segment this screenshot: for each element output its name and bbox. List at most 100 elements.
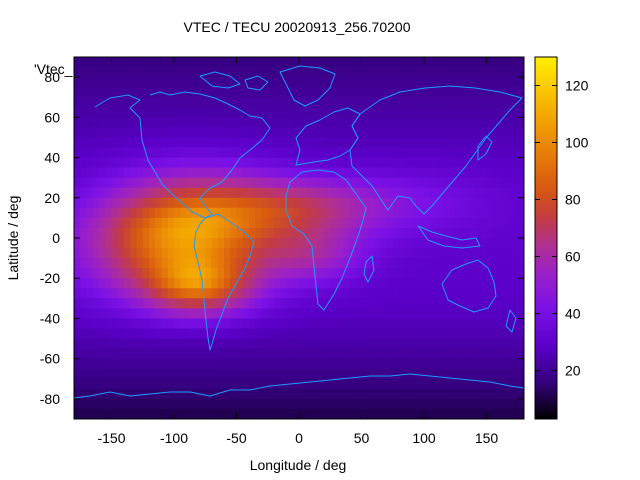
- heatmap-cell: [511, 117, 519, 128]
- heatmap-cell: [199, 207, 206, 219]
- heatmap-cell: [230, 268, 238, 279]
- heatmap-cell: [211, 77, 219, 88]
- heatmap-cell: [249, 398, 256, 410]
- heatmap-cell: [105, 318, 113, 330]
- heatmap-cell: [205, 137, 213, 149]
- heatmap-cell: [261, 77, 269, 88]
- colorbar-tick-label: 60: [565, 249, 581, 265]
- heatmap-cell: [361, 167, 369, 179]
- heatmap-cell: [74, 227, 81, 239]
- heatmap-cell: [336, 197, 344, 209]
- heatmap-cell: [367, 288, 375, 299]
- heatmap-cell: [80, 398, 88, 410]
- heatmap-cell: [374, 398, 381, 410]
- heatmap-cell: [286, 167, 294, 179]
- heatmap-cell: [355, 368, 363, 380]
- heatmap-cell: [474, 67, 481, 78]
- heatmap-cell: [180, 157, 188, 169]
- heatmap-cell: [449, 318, 456, 330]
- heatmap-cell: [480, 207, 488, 219]
- heatmap-cell: [499, 318, 506, 330]
- heatmap-cell: [424, 408, 431, 419]
- heatmap-cell: [99, 328, 106, 340]
- heatmap-cell: [411, 328, 419, 340]
- heatmap-cell: [367, 207, 375, 219]
- x-axis-label: Longitude / deg: [250, 457, 347, 473]
- heatmap-cell: [355, 408, 363, 419]
- heatmap-cell: [242, 187, 250, 199]
- heatmap-cell: [236, 358, 244, 370]
- heatmap-cell: [467, 207, 475, 219]
- heatmap-cell: [217, 308, 225, 320]
- heatmap-cell: [86, 358, 94, 370]
- heatmap-cell: [130, 368, 138, 380]
- heatmap-cell: [274, 77, 281, 88]
- heatmap-cell: [355, 268, 363, 279]
- heatmap-cell: [499, 308, 506, 320]
- heatmap-cell: [480, 248, 488, 259]
- heatmap-cell: [411, 268, 419, 279]
- coastline-south-america: [193, 213, 255, 351]
- heatmap-cell: [436, 127, 444, 139]
- heatmap-cell: [474, 388, 481, 400]
- heatmap-cell: [374, 358, 381, 370]
- heatmap-cell: [99, 147, 106, 159]
- heatmap-cell: [411, 238, 419, 249]
- heatmap-cell: [117, 207, 125, 219]
- heatmap-cell: [349, 117, 356, 128]
- heatmap-cell: [74, 197, 81, 209]
- heatmap-cell: [461, 408, 469, 419]
- heatmap-cell: [386, 87, 394, 98]
- heatmap-cell: [511, 227, 519, 239]
- heatmap-cell: [461, 87, 469, 98]
- heatmap-cell: [367, 177, 375, 189]
- heatmap-cell: [174, 238, 181, 249]
- heatmap-cell: [142, 117, 150, 128]
- heatmap-cell: [517, 107, 524, 118]
- heatmap-cell: [286, 137, 294, 149]
- heatmap-cell: [436, 217, 444, 229]
- heatmap-cell: [292, 187, 300, 199]
- heatmap-cell: [161, 87, 169, 98]
- heatmap-cell: [517, 57, 524, 68]
- heatmap-cell: [467, 137, 475, 149]
- heatmap-cell: [217, 87, 225, 98]
- heatmap-cell: [505, 227, 513, 239]
- heatmap-cell: [480, 107, 488, 118]
- heatmap-cell: [155, 258, 163, 269]
- heatmap-cell: [111, 268, 119, 279]
- heatmap-cell: [92, 388, 100, 400]
- heatmap-cell: [461, 97, 469, 108]
- heatmap-cell: [330, 117, 338, 128]
- heatmap-cell: [324, 278, 331, 289]
- heatmap-cell: [192, 318, 200, 330]
- heatmap-cell: [86, 308, 94, 320]
- heatmap-cell: [280, 67, 288, 78]
- heatmap-cell: [511, 67, 519, 78]
- heatmap-cell: [117, 97, 125, 108]
- heatmap-cell: [236, 177, 244, 189]
- heatmap-cell: [361, 408, 369, 419]
- heatmap-cell: [392, 298, 400, 309]
- heatmap-cell: [430, 248, 438, 259]
- heatmap-cell: [92, 358, 100, 370]
- heatmap-cell: [224, 328, 231, 340]
- heatmap-cell: [274, 127, 281, 139]
- x-tick-label: -50: [226, 430, 246, 446]
- heatmap-cell: [499, 217, 506, 229]
- heatmap-cell: [499, 358, 506, 370]
- heatmap-cell: [424, 338, 431, 350]
- heatmap-cell: [217, 398, 225, 410]
- heatmap-cell: [449, 238, 456, 249]
- heatmap-cell: [261, 268, 269, 279]
- heatmap-cell: [467, 278, 475, 289]
- heatmap-cell: [161, 278, 169, 289]
- heatmap-cell: [74, 368, 81, 380]
- heatmap-cell: [211, 107, 219, 118]
- heatmap-cell: [292, 147, 300, 159]
- heatmap-cell: [517, 77, 524, 88]
- heatmap-cell: [355, 358, 363, 370]
- heatmap-cell: [430, 238, 438, 249]
- heatmap-cell: [499, 288, 506, 299]
- heatmap-cell: [336, 77, 344, 88]
